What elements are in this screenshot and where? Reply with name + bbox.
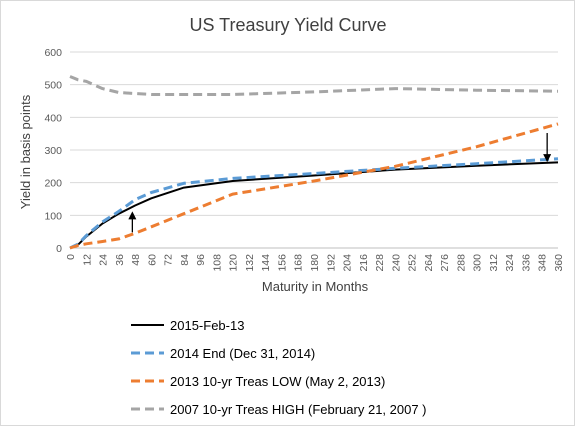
x-axis-label: Maturity in Months: [262, 279, 369, 294]
x-tick-label: 300: [472, 254, 484, 272]
legend-label-2: 2013 10-yr Treas LOW (May 2, 2013): [170, 374, 385, 389]
legend-label-1: 2014 End (Dec 31, 2014): [170, 346, 315, 361]
x-tick-label: 48: [130, 254, 142, 266]
x-tick-label: 216: [358, 254, 370, 272]
x-tick-label: 84: [179, 254, 191, 266]
x-tick-label: 192: [325, 254, 337, 272]
x-tick-label: 252: [407, 254, 419, 272]
x-tick-label: 180: [309, 254, 321, 272]
x-tick-label: 204: [342, 254, 354, 272]
y-tick-label: 500: [44, 80, 62, 92]
x-tick-label: 36: [114, 254, 126, 266]
y-tick-label: 100: [44, 210, 62, 222]
annotation-arrows: [128, 133, 552, 233]
x-tick-label: 156: [276, 254, 288, 272]
gridlines: [70, 51, 558, 216]
series-line-2: [69, 122, 559, 250]
y-tick-label: 0: [56, 243, 62, 255]
x-tick-label: 132: [244, 254, 256, 272]
x-tick-label: 348: [537, 254, 549, 272]
y-axis-label: Yield in basis points: [18, 94, 33, 209]
x-tick-label: 72: [163, 254, 175, 266]
chart-title: US Treasury Yield Curve: [189, 15, 386, 35]
x-tick-label: 24: [98, 254, 110, 266]
x-tick-label: 276: [439, 254, 451, 272]
x-tick-label: 96: [195, 254, 207, 266]
x-tick-label: 144: [260, 254, 272, 272]
x-tick-label: 360: [553, 254, 565, 272]
x-tick-label: 120: [228, 254, 240, 272]
x-tick-label: 60: [146, 254, 158, 266]
x-tick-label: 240: [390, 254, 402, 272]
legend-label-3: 2007 10-yr Treas HIGH (February 21, 2007…: [170, 402, 427, 417]
y-tick-label: 300: [44, 145, 62, 157]
y-tick-label: 600: [44, 47, 62, 59]
x-tick-label: 336: [520, 254, 532, 272]
x-tick-label: 264: [423, 254, 435, 272]
x-tick-label: 12: [81, 254, 93, 266]
x-tick-label: 312: [488, 254, 500, 272]
series-line-1: [69, 157, 559, 250]
series-lines: [69, 75, 559, 250]
x-tick-label: 168: [293, 254, 305, 272]
legend-label-0: 2015-Feb-13: [170, 318, 244, 333]
x-tick-label: 324: [504, 254, 516, 272]
y-tick-label: 200: [44, 178, 62, 190]
x-tick-label: 0: [65, 254, 77, 260]
y-tick-label: 400: [44, 112, 62, 124]
series-line-0: [69, 161, 559, 249]
x-tick-label: 228: [374, 254, 386, 272]
x-tick-label: 108: [211, 254, 223, 272]
legend: 2015-Feb-13 2014 End (Dec 31, 2014) 2013 1…: [131, 318, 427, 417]
axes: 0 100 200 300 400 500 600 0 12 24 36 48 60 72 84 96 108 1…: [44, 47, 565, 272]
x-tick-label: 288: [455, 254, 467, 272]
series-line-3: [69, 75, 559, 96]
